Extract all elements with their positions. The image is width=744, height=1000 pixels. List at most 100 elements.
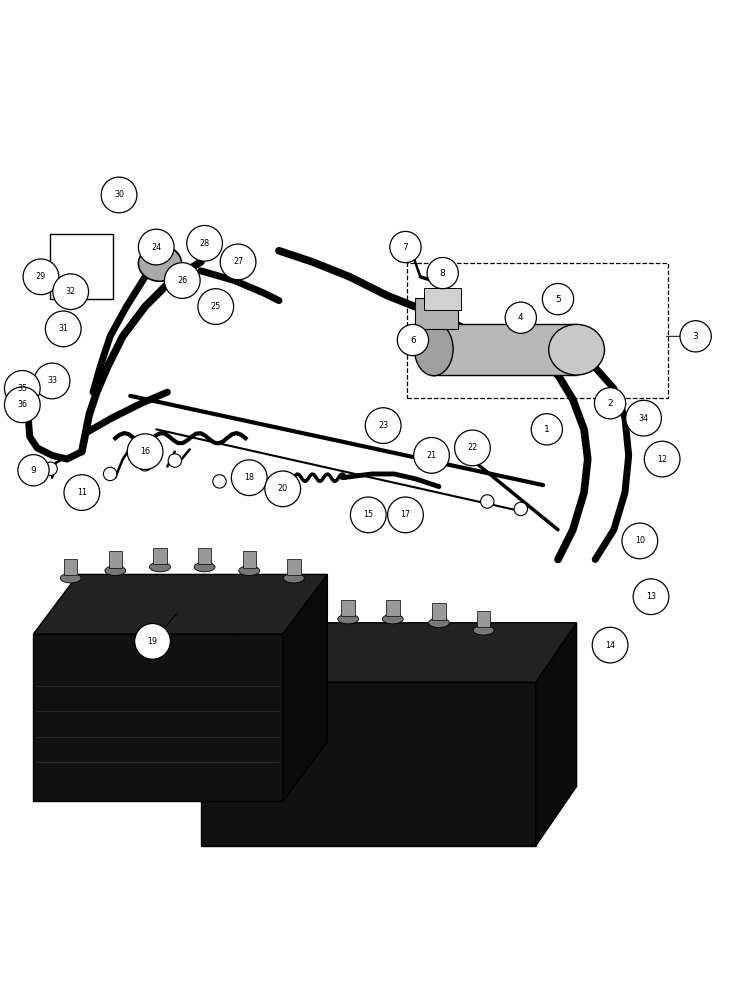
Circle shape [198, 289, 234, 324]
FancyBboxPatch shape [109, 551, 122, 568]
Ellipse shape [429, 618, 449, 628]
Ellipse shape [113, 186, 122, 192]
FancyBboxPatch shape [477, 611, 490, 627]
Circle shape [164, 263, 200, 298]
Ellipse shape [60, 573, 81, 583]
Ellipse shape [239, 566, 260, 576]
Circle shape [64, 475, 100, 510]
Text: 35: 35 [17, 384, 28, 393]
FancyBboxPatch shape [297, 603, 310, 620]
Circle shape [514, 502, 527, 516]
Circle shape [127, 434, 163, 469]
Polygon shape [536, 623, 577, 846]
Text: 10: 10 [635, 536, 645, 545]
Circle shape [455, 430, 490, 466]
FancyBboxPatch shape [432, 603, 446, 620]
Text: 25: 25 [211, 302, 221, 311]
Circle shape [101, 177, 137, 213]
Polygon shape [283, 574, 327, 801]
Text: 29: 29 [36, 272, 46, 281]
FancyBboxPatch shape [424, 288, 461, 310]
Text: 3: 3 [693, 332, 699, 341]
FancyBboxPatch shape [386, 600, 400, 616]
Text: 36: 36 [17, 400, 28, 409]
Text: 13: 13 [646, 592, 656, 601]
Circle shape [481, 495, 494, 508]
Text: 18: 18 [244, 473, 254, 482]
Circle shape [531, 414, 562, 445]
Ellipse shape [138, 246, 182, 281]
Circle shape [265, 471, 301, 507]
Ellipse shape [382, 614, 403, 624]
Circle shape [644, 441, 680, 477]
FancyBboxPatch shape [341, 600, 355, 616]
Circle shape [592, 627, 628, 663]
Text: 16: 16 [140, 447, 150, 456]
Circle shape [34, 363, 70, 399]
Circle shape [18, 455, 49, 486]
Text: 22: 22 [467, 443, 478, 452]
Polygon shape [33, 574, 327, 634]
Text: 33: 33 [47, 376, 57, 385]
Text: 24: 24 [151, 243, 161, 252]
Circle shape [594, 388, 626, 419]
FancyBboxPatch shape [198, 548, 211, 564]
Text: 14: 14 [605, 641, 615, 650]
Text: 32: 32 [65, 287, 76, 296]
Circle shape [23, 259, 59, 295]
FancyBboxPatch shape [153, 548, 167, 564]
FancyBboxPatch shape [50, 234, 113, 299]
Circle shape [633, 579, 669, 615]
FancyBboxPatch shape [243, 551, 256, 568]
Circle shape [388, 497, 423, 533]
Text: 26: 26 [177, 276, 187, 285]
FancyBboxPatch shape [415, 298, 458, 329]
Ellipse shape [150, 562, 170, 572]
Circle shape [350, 497, 386, 533]
Text: 23: 23 [378, 421, 388, 430]
Text: 30: 30 [114, 190, 124, 199]
Text: 34: 34 [638, 414, 649, 423]
Circle shape [135, 624, 170, 659]
Ellipse shape [15, 379, 27, 387]
Circle shape [622, 523, 658, 559]
Text: 7: 7 [403, 243, 408, 252]
Ellipse shape [246, 623, 267, 633]
Circle shape [213, 475, 226, 488]
Circle shape [680, 321, 711, 352]
Circle shape [390, 231, 421, 263]
Circle shape [168, 454, 182, 467]
Polygon shape [201, 623, 577, 682]
Circle shape [44, 462, 57, 475]
Text: 15: 15 [363, 510, 373, 519]
Circle shape [365, 408, 401, 443]
Text: 8: 8 [440, 269, 446, 278]
Text: 2: 2 [607, 399, 613, 408]
Ellipse shape [105, 566, 126, 576]
Text: 11: 11 [77, 488, 87, 497]
FancyBboxPatch shape [64, 559, 77, 575]
Text: 21: 21 [426, 451, 437, 460]
Ellipse shape [414, 322, 453, 376]
Circle shape [542, 283, 574, 315]
Ellipse shape [194, 562, 215, 572]
FancyBboxPatch shape [250, 609, 263, 625]
Text: 12: 12 [657, 455, 667, 464]
Text: 19: 19 [147, 637, 158, 646]
Text: 17: 17 [400, 510, 411, 519]
Ellipse shape [473, 625, 494, 635]
Circle shape [414, 438, 449, 473]
Polygon shape [33, 634, 283, 801]
Circle shape [4, 371, 40, 406]
Text: 5: 5 [555, 295, 561, 304]
Text: 9: 9 [31, 466, 36, 475]
Ellipse shape [548, 324, 604, 375]
Circle shape [138, 229, 174, 265]
Ellipse shape [338, 614, 359, 624]
Circle shape [138, 458, 152, 471]
Text: 6: 6 [410, 336, 416, 345]
Circle shape [397, 324, 429, 356]
Circle shape [626, 400, 661, 436]
FancyBboxPatch shape [432, 324, 577, 375]
Text: 4: 4 [518, 313, 524, 322]
